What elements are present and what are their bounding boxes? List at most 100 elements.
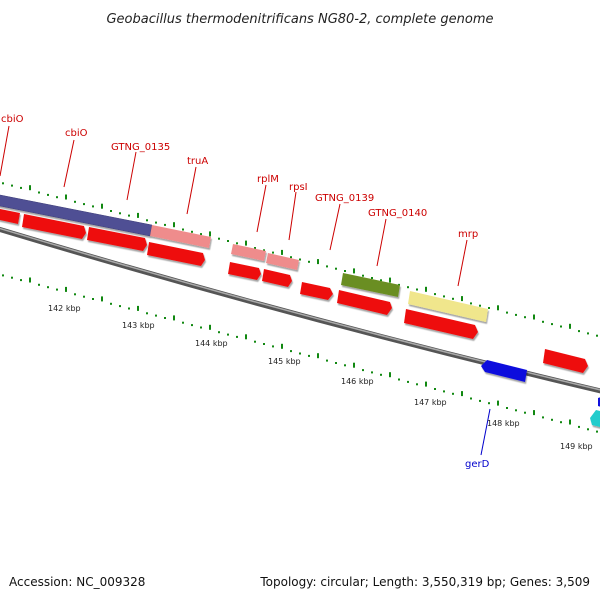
tick-minor (560, 325, 562, 328)
scale-label: 145 kbp (268, 357, 301, 366)
tick-major (533, 314, 535, 320)
tick-major (497, 400, 499, 406)
tick-minor (2, 274, 4, 277)
gene-arrow[interactable] (543, 349, 588, 373)
tick-major (245, 334, 247, 340)
tick-minor (200, 326, 202, 329)
tick-minor (326, 359, 328, 362)
tick-minor (596, 334, 598, 337)
gene-label-gerD[interactable]: gerD (465, 459, 490, 470)
gene-arrow[interactable] (337, 290, 392, 315)
gene-arrow[interactable] (404, 309, 478, 339)
accession-text: Accession: NC_009328 (9, 575, 145, 589)
tick-major (569, 323, 571, 329)
gene-label-cbiO-2[interactable]: cbiO (65, 128, 88, 139)
tick-minor (290, 256, 292, 259)
tick-minor (191, 230, 193, 233)
tick-major (389, 277, 391, 283)
tick-major (173, 222, 175, 228)
gene-label-group: cbiO cbiO GTNG_0135 truA rplM rpsI GTNG_… (0, 114, 491, 470)
tick-minor (344, 364, 346, 367)
tick-minor (182, 321, 184, 324)
tick-major (425, 381, 427, 387)
tick-minor (74, 293, 76, 296)
gene-GTNG_0139-bar[interactable] (341, 273, 400, 297)
tick-minor (56, 196, 58, 199)
gene-arrow[interactable] (0, 208, 20, 224)
outer-tick-track (2, 182, 598, 337)
gene-rplM-bar[interactable] (231, 244, 266, 261)
gene-label-rplM[interactable]: rplM (257, 174, 279, 185)
tick-minor (2, 182, 4, 185)
tick-minor (542, 416, 544, 419)
tick-minor (272, 345, 274, 348)
tick-major (29, 185, 31, 191)
gene-rpsI-bar[interactable] (266, 253, 299, 270)
tick-minor (263, 249, 265, 252)
tick-minor (479, 399, 481, 402)
gene-truA-bar[interactable] (150, 225, 211, 248)
tick-minor (200, 233, 202, 236)
tick-major (317, 259, 319, 265)
tick-minor (551, 418, 553, 421)
tick-minor (83, 295, 85, 298)
tick-minor (362, 274, 364, 277)
tick-minor (416, 383, 418, 386)
tick-minor (551, 323, 553, 326)
scale-label: 149 kbp (560, 442, 593, 451)
tick-minor (407, 286, 409, 289)
scale-label: 147 kbp (414, 398, 447, 407)
tick-minor (344, 270, 346, 272)
tick-major (29, 277, 31, 283)
tick-minor (560, 421, 562, 424)
gene-mrp-bar[interactable] (408, 291, 488, 322)
tick-minor (146, 219, 148, 222)
gene-label-truA[interactable]: truA (187, 156, 208, 167)
tick-major (461, 296, 463, 302)
gene-label-GTNG_0135[interactable]: GTNG_0135 (111, 142, 170, 153)
tick-major (137, 212, 139, 218)
tick-minor (524, 316, 526, 319)
tick-minor (272, 251, 274, 254)
tick-major (137, 305, 139, 311)
tick-minor (542, 320, 544, 323)
tick-minor (227, 240, 229, 242)
tick-minor (407, 380, 409, 383)
tick-major (209, 324, 211, 330)
gene-label-cbiO-1[interactable]: cbiO (1, 114, 24, 125)
tick-minor (254, 247, 256, 249)
tick-minor (578, 330, 580, 333)
tick-major (425, 286, 427, 292)
gene-arrow[interactable] (147, 242, 205, 266)
tick-major (65, 286, 67, 292)
tick-minor (263, 343, 265, 345)
gene-label-GTNG_0139[interactable]: GTNG_0139 (315, 193, 374, 204)
tick-major (533, 410, 535, 416)
gene-label-mrp[interactable]: mrp (458, 229, 478, 240)
tick-minor (596, 430, 598, 433)
tick-minor (443, 295, 445, 298)
gene-label-rpsI[interactable]: rpsI (289, 182, 308, 193)
tick-minor (335, 267, 337, 270)
gene-arrow[interactable] (262, 269, 292, 287)
tick-minor (398, 378, 400, 381)
gene-reverse-cyan[interactable] (590, 410, 600, 428)
gene-gerD-arrow[interactable] (481, 360, 527, 382)
tick-minor (119, 212, 121, 215)
gene-arrow[interactable] (22, 214, 86, 239)
tick-major (389, 372, 391, 378)
tick-minor (488, 402, 490, 405)
gene-arrow[interactable] (87, 227, 147, 251)
tick-minor (524, 411, 526, 414)
gene-arrow[interactable] (300, 282, 333, 300)
tick-minor (506, 407, 508, 409)
tick-minor (164, 317, 166, 319)
tick-minor (119, 305, 121, 308)
tick-minor (38, 283, 40, 286)
gene-arrow[interactable] (228, 262, 261, 280)
tick-minor (236, 242, 238, 245)
tick-minor (587, 332, 589, 335)
gene-label-GTNG_0140[interactable]: GTNG_0140 (368, 208, 427, 219)
tick-major (569, 419, 571, 425)
